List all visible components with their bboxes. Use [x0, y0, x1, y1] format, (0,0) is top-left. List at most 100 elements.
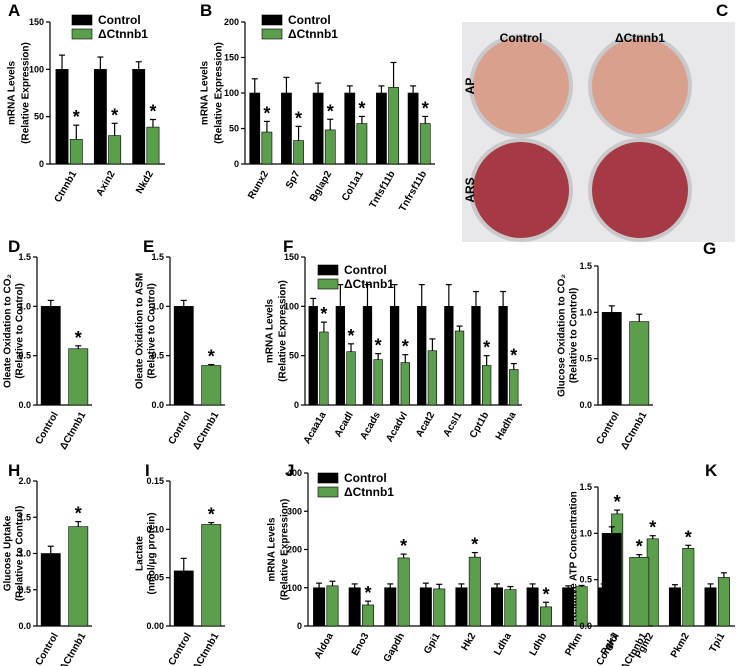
x-tick-label: ΔCtnnb1 [58, 410, 89, 452]
bar [482, 365, 492, 406]
y-tick-label: 100 [287, 583, 302, 593]
panel-letter: H [8, 461, 20, 480]
bar [348, 587, 361, 627]
x-tick-label: Hk2 [460, 631, 479, 653]
x-tick-label: Ldha [492, 631, 514, 658]
x-tick-label: Gapdh [382, 631, 407, 664]
y-tick-label: 1.0 [579, 528, 592, 538]
y-axis-label: mRNA Levels [7, 61, 18, 126]
column-label: ΔCtnnb1 [615, 31, 665, 45]
bar [504, 589, 517, 627]
bar [55, 69, 69, 165]
x-tick-label: Control [595, 410, 622, 446]
y-tick-label: 0.0 [151, 400, 164, 410]
significance-mark: * [365, 583, 372, 603]
bar [419, 123, 431, 165]
legend-label: Control [344, 263, 387, 277]
x-tick-label: Tnfrsf11b [397, 169, 429, 213]
bar [362, 604, 375, 627]
y-axis-label: Oleate Oxidation to CO₂ [3, 274, 14, 388]
significance-mark: * [111, 105, 118, 125]
bar [68, 526, 89, 627]
well [469, 34, 573, 138]
bar [629, 321, 650, 406]
row-label: AP [463, 78, 477, 95]
bar [668, 587, 681, 627]
y-tick-label: 0 [294, 400, 299, 410]
well [588, 34, 692, 138]
panel-letter: G [703, 239, 716, 258]
bar [132, 69, 146, 165]
significance-mark: * [614, 492, 621, 512]
legend-swatch [317, 278, 339, 290]
significance-mark: * [295, 108, 302, 128]
significance-mark: * [75, 328, 82, 348]
legend-swatch [71, 28, 93, 40]
panel-letter: J [285, 461, 294, 480]
bar [682, 548, 695, 627]
legend-swatch [261, 28, 283, 40]
bar [526, 587, 539, 627]
bar [324, 129, 336, 165]
y-tick-label: 1.0 [151, 301, 164, 311]
x-tick-label: Runx2 [246, 169, 271, 201]
bar [601, 533, 622, 627]
bar [326, 585, 339, 627]
panel-letter: K [705, 461, 718, 480]
bar [468, 556, 481, 627]
bar [601, 312, 622, 406]
y-tick-label: 1.0 [18, 301, 31, 311]
x-tick-label: Axin2 [95, 169, 118, 198]
y-tick-label: 1.0 [579, 307, 592, 317]
bar [419, 587, 432, 627]
x-tick-label: Acads [358, 410, 383, 442]
significance-mark: * [685, 527, 692, 547]
well [469, 138, 573, 242]
bar [293, 140, 304, 165]
y-tick-label: 1.5 [18, 512, 31, 522]
x-tick-label: Hadha [494, 410, 519, 442]
y-tick-label: 0 [234, 159, 239, 169]
legend-label: ΔCtnnb1 [344, 485, 394, 499]
panel-letter: A [8, 1, 20, 20]
significance-mark: * [348, 326, 355, 346]
y-axis-label: (Relative to Control) [569, 288, 580, 384]
legend-label: ΔCtnnb1 [344, 277, 394, 291]
bar [261, 131, 273, 165]
x-tick-label: Ldhb [528, 631, 550, 658]
bar [444, 306, 454, 406]
x-tick-label: Control [167, 410, 194, 446]
bar [201, 524, 222, 627]
x-tick-label: Tpi1 [708, 631, 728, 655]
x-tick-label: Pfkm [563, 631, 585, 658]
y-axis-label: Lactate [135, 536, 146, 571]
y-tick-label: 150 [224, 53, 239, 63]
y-tick-label: 150 [29, 17, 44, 27]
panel-letter: C [716, 1, 728, 20]
bar [455, 587, 468, 627]
legend-label: Control [98, 13, 141, 27]
y-tick-label: 2.0 [18, 476, 31, 486]
y-tick-label: 300 [287, 506, 302, 516]
y-axis-label: mRNA Levels [200, 61, 211, 126]
bar [173, 306, 194, 406]
significance-mark: * [208, 505, 215, 525]
x-tick-label: Ctnnb1 [53, 169, 80, 205]
bar [356, 123, 368, 165]
y-tick-label: 1.5 [579, 482, 592, 492]
legend-label: Control [344, 471, 387, 485]
y-tick-label: 200 [287, 545, 302, 555]
bar [69, 139, 83, 165]
bar [40, 553, 61, 627]
well [588, 138, 692, 242]
legend-swatch [317, 472, 339, 484]
bar [407, 92, 419, 165]
y-axis-label: (Relative to Control) [15, 506, 26, 602]
bar [384, 587, 397, 627]
y-axis-label: mRNA Levels [265, 299, 276, 364]
x-tick-label: Eno3 [350, 631, 372, 658]
bar [201, 365, 222, 406]
y-axis-label: (Relative Expression) [280, 499, 291, 601]
panel-letter: E [143, 237, 154, 256]
